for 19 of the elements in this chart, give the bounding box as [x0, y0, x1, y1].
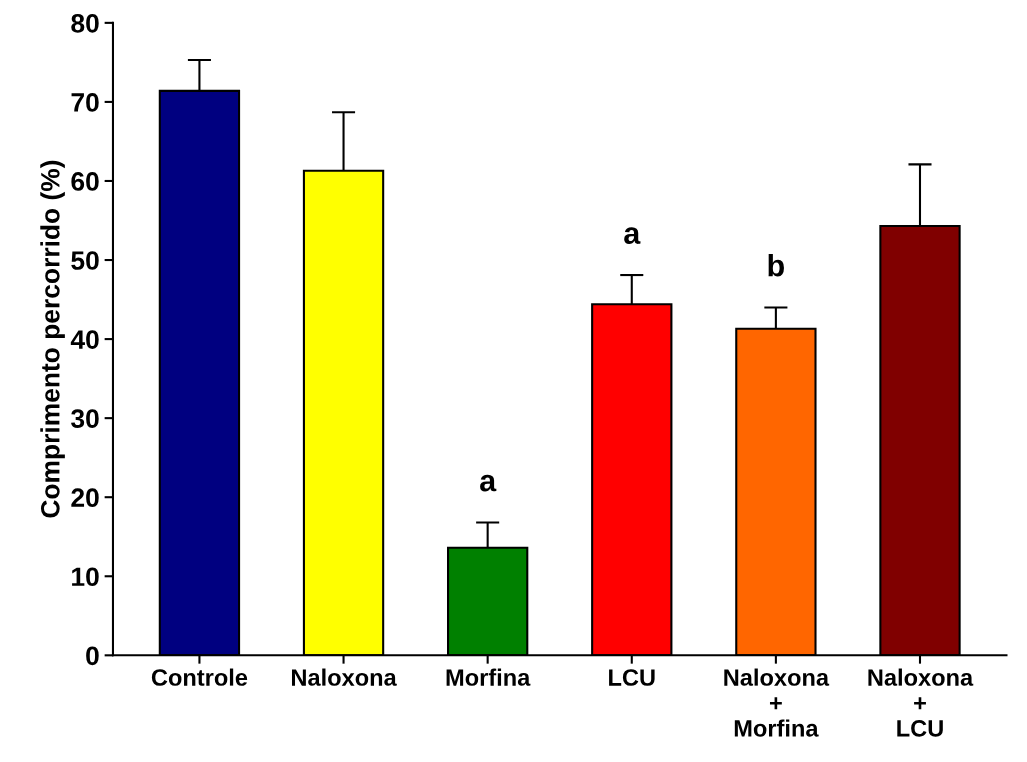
y-tick-label: 40 [70, 330, 99, 349]
y-tick-label: 60 [71, 172, 99, 191]
annotation: b [768, 253, 784, 277]
x-tick-label: Morfina [446, 668, 531, 686]
y-tick-label: 0 [86, 646, 99, 666]
y-tick-label: 80 [71, 13, 99, 33]
y-tick-label: 20 [71, 488, 99, 508]
x-tick-label: Naloxona + LCU [868, 668, 974, 737]
x-tick-label: Naloxona + Morfina [724, 668, 830, 737]
x-tick-label: LCU [609, 669, 655, 686]
y-axis-title: Comprimento percorrido (%) [40, 160, 65, 518]
annotation: a [624, 227, 641, 245]
y-tick-label: 50 [71, 251, 99, 270]
x-tick-label: Controle [151, 668, 248, 686]
y-tick-label: 30 [71, 409, 99, 429]
y-tick-label: 70 [71, 93, 99, 112]
y-tick-label: 10 [72, 567, 99, 587]
x-tick-label: Naloxona [291, 668, 397, 686]
annotation: a [480, 474, 497, 492]
